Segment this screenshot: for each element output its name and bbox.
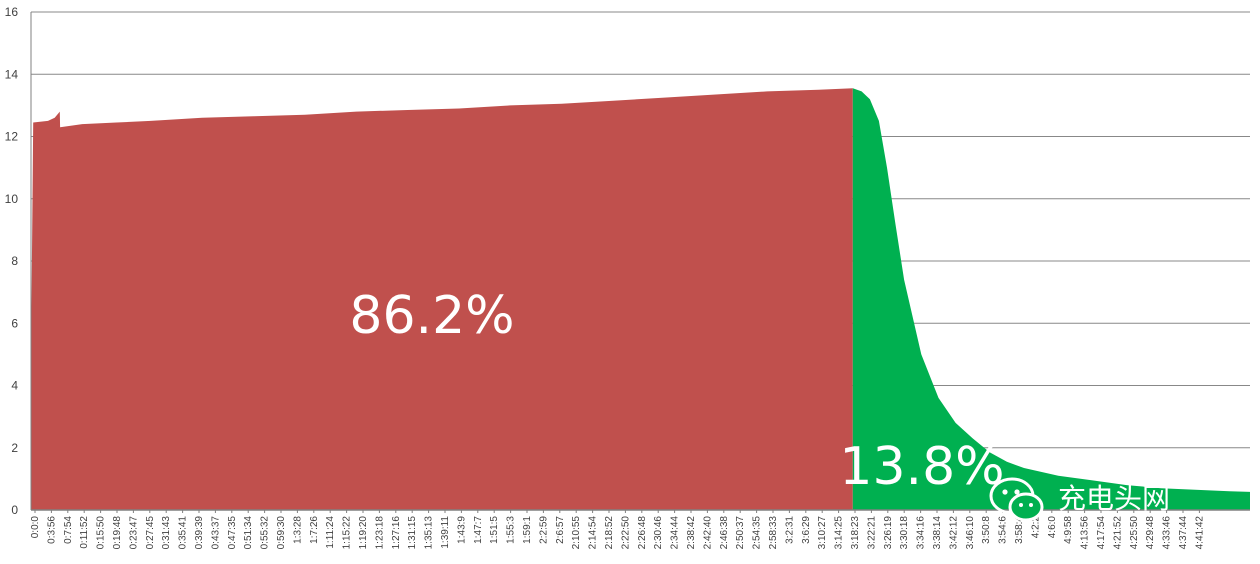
tail-area bbox=[852, 88, 1250, 511]
x-tick-label: 3:50:8 bbox=[981, 516, 992, 544]
watermark-text: 充电头网 bbox=[1058, 482, 1170, 515]
y-tick-label: 8 bbox=[11, 254, 18, 268]
y-tick-label: 12 bbox=[5, 130, 19, 144]
y-tick-label: 2 bbox=[11, 441, 18, 455]
x-tick-label: 1:39:11 bbox=[440, 516, 451, 549]
y-tick-label: 10 bbox=[5, 192, 19, 206]
x-tick-label: 4:33:46 bbox=[1162, 516, 1173, 550]
x-tick-label: 0:51:34 bbox=[243, 516, 254, 550]
x-tick-label: 2:34:44 bbox=[670, 516, 681, 550]
x-tick-label: 2:2:59 bbox=[538, 516, 549, 544]
x-tick-label: 4:13:56 bbox=[1080, 516, 1091, 550]
tail-percent-label: 13.8% bbox=[839, 437, 1004, 497]
charging-area bbox=[31, 88, 853, 511]
x-tick-label: 1:3:28 bbox=[292, 516, 303, 544]
x-tick-label: 0:35:41 bbox=[178, 516, 189, 550]
x-tick-label: 0:31:43 bbox=[161, 516, 172, 550]
x-tick-label: 3:2:31 bbox=[784, 516, 795, 544]
x-tick-label: 0:39:39 bbox=[194, 516, 205, 550]
x-tick-label: 2:14:54 bbox=[588, 516, 599, 550]
x-tick-label: 2:54:35 bbox=[752, 516, 763, 550]
x-tick-label: 3:46:10 bbox=[965, 516, 976, 550]
x-tick-label: 0:23:47 bbox=[128, 516, 139, 550]
y-tick-label: 6 bbox=[11, 316, 18, 330]
x-tick-label: 1:15:22 bbox=[342, 516, 353, 550]
x-tick-label: 3:54:6 bbox=[998, 516, 1009, 544]
x-tick-label: 1:47:7 bbox=[473, 516, 484, 544]
wechat-logo bbox=[989, 477, 1044, 522]
x-tick-label: 1:11:24 bbox=[325, 516, 336, 549]
x-tick-label: 1:59:1 bbox=[522, 516, 533, 544]
charge-percent-label: 86.2% bbox=[349, 286, 514, 346]
x-tick-label: 4:2:2 bbox=[1030, 516, 1041, 539]
x-tick-label: 2:10:55 bbox=[571, 516, 582, 550]
x-tick-label: 2:18:52 bbox=[604, 516, 615, 550]
x-tick-labels: 0:0:0 0:3:56 0:7:54 0:11:52 0:15:50 0:19:48 0:… bbox=[30, 516, 1205, 550]
x-tick-label: 1:7:26 bbox=[309, 516, 320, 544]
x-tick-label: 1:35:13 bbox=[424, 516, 435, 550]
x-tick-label: 0:55:32 bbox=[260, 516, 271, 550]
x-tick-label: 3:26:19 bbox=[883, 516, 894, 550]
x-tick-label: 3:58:4 bbox=[1014, 516, 1025, 544]
x-tick-label: 2:26:48 bbox=[637, 516, 648, 550]
x-tick-label: 0:27:45 bbox=[145, 516, 156, 550]
x-tick-label: 1:43:9 bbox=[456, 516, 467, 544]
x-tick-label: 4:25:50 bbox=[1129, 516, 1140, 550]
y-tick-label: 14 bbox=[5, 67, 19, 81]
x-tick-label: 4:37:44 bbox=[1178, 516, 1189, 550]
x-tick-label: 3:42:12 bbox=[948, 516, 959, 550]
x-tick-label: 0:59:30 bbox=[276, 516, 287, 550]
x-tick-label: 3:22:21 bbox=[866, 516, 877, 550]
x-tick-label: 3:10:27 bbox=[817, 516, 828, 550]
x-tick-label: 1:19:20 bbox=[358, 516, 369, 550]
x-tick-label: 1:23:18 bbox=[374, 516, 385, 550]
x-tick-label: 0:0:0 bbox=[30, 516, 41, 539]
x-tick-label: 4:41:42 bbox=[1194, 516, 1205, 550]
x-tick-label: 1:31:15 bbox=[407, 516, 418, 550]
x-tick-label: 0:3:56 bbox=[46, 516, 57, 544]
y-tick-label: 4 bbox=[11, 379, 18, 393]
x-tick-label: 4:29:48 bbox=[1145, 516, 1156, 550]
x-tick-label: 2:42:40 bbox=[702, 516, 713, 550]
x-tick-label: 2:58:33 bbox=[768, 516, 779, 550]
x-tick-label: 1:55:3 bbox=[506, 516, 517, 544]
x-tick-label: 0:15:50 bbox=[96, 516, 107, 550]
x-tick-label: 3:34:16 bbox=[916, 516, 927, 550]
x-tick-label: 2:22:50 bbox=[620, 516, 631, 550]
x-tick-label: 0:7:54 bbox=[63, 516, 74, 544]
x-tick-label: 4:21:52 bbox=[1112, 516, 1123, 550]
x-tick-label: 2:38:42 bbox=[686, 516, 697, 550]
x-tick-label: 0:19:48 bbox=[112, 516, 123, 550]
axes bbox=[30, 12, 1250, 513]
watermark: 充电头网 bbox=[989, 477, 1170, 522]
x-tick-label: 0:43:37 bbox=[210, 516, 221, 550]
x-tick-label: 0:11:52 bbox=[79, 516, 90, 549]
x-tick-label: 0:47:35 bbox=[227, 516, 238, 550]
y-tick-label: 0 bbox=[11, 503, 18, 517]
x-tick-label: 3:30:18 bbox=[899, 516, 910, 550]
y-tick-labels: 0 2 4 6 8 10 12 14 16 bbox=[5, 5, 19, 517]
x-tick-label: 4:6:0 bbox=[1047, 516, 1058, 539]
x-tick-label: 3:14:25 bbox=[834, 516, 845, 550]
x-tick-label: 4:17:54 bbox=[1096, 516, 1107, 550]
y-tick-label: 16 bbox=[5, 5, 19, 19]
x-tick-label: 2:46:38 bbox=[719, 516, 730, 550]
x-tick-label: 3:38:14 bbox=[932, 516, 943, 550]
x-tick-label: 4:9:58 bbox=[1063, 516, 1074, 544]
plot-area bbox=[31, 88, 1250, 511]
x-tick-label: 3:18:23 bbox=[850, 516, 861, 550]
x-tick-label: 1:51:5 bbox=[489, 516, 500, 544]
x-tick-label: 2:30:46 bbox=[653, 516, 664, 550]
x-tick-label: 3:6:29 bbox=[801, 516, 812, 544]
x-tick-label: 2:50:37 bbox=[735, 516, 746, 550]
x-tick-label: 2:6:57 bbox=[555, 516, 566, 544]
x-tick-label: 1:27:16 bbox=[391, 516, 402, 550]
